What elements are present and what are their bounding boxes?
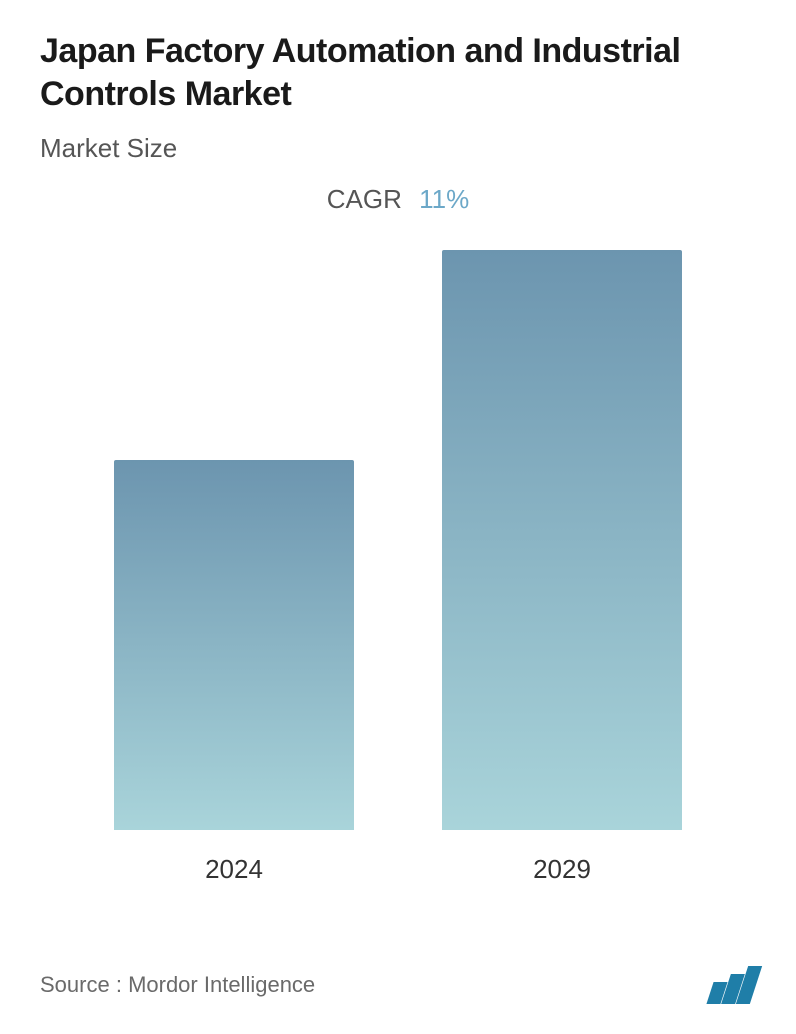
cagr-row: CAGR 11% bbox=[40, 184, 756, 215]
source-label: Source : bbox=[40, 972, 122, 997]
bar-label-2029: 2029 bbox=[533, 854, 591, 885]
source-attribution: Source : Mordor Intelligence bbox=[40, 972, 315, 998]
cagr-value: 11% bbox=[419, 184, 469, 214]
bar-2029 bbox=[442, 250, 682, 830]
bar-group-2024: 2024 bbox=[114, 460, 354, 885]
bar-label-2024: 2024 bbox=[205, 854, 263, 885]
bar-chart: 2024 2029 bbox=[40, 245, 756, 885]
bar-group-2029: 2029 bbox=[442, 250, 682, 885]
chart-subtitle: Market Size bbox=[40, 133, 756, 164]
source-value: Mordor Intelligence bbox=[128, 972, 315, 997]
bar-2024 bbox=[114, 460, 354, 830]
mordor-logo-icon bbox=[710, 966, 756, 1004]
chart-footer: Source : Mordor Intelligence bbox=[40, 966, 756, 1004]
cagr-label: CAGR bbox=[327, 184, 402, 214]
chart-title: Japan Factory Automation and Industrial … bbox=[40, 30, 756, 115]
